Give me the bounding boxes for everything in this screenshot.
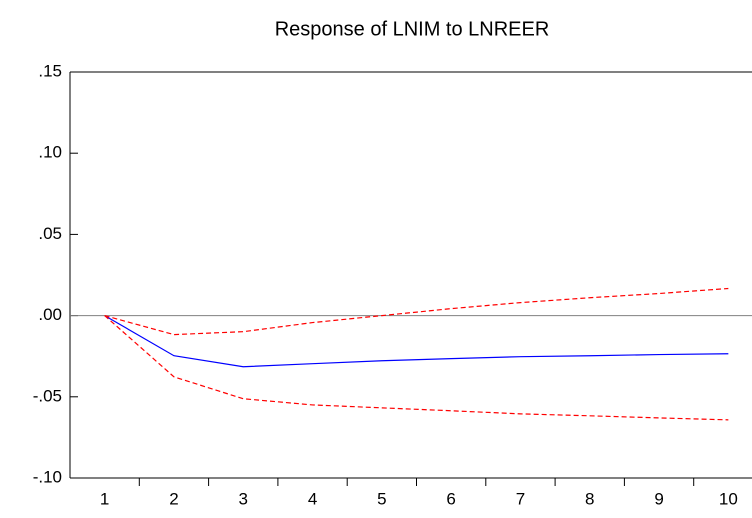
x-tick-label: 6 [446,489,455,508]
y-tick-label: .00 [38,305,62,324]
y-tick-label: -.05 [33,386,62,405]
series-line [104,315,729,421]
y-tick-label: .15 [38,61,62,80]
series-line [104,315,729,368]
x-tick-label: 2 [169,489,178,508]
series-line [104,287,729,336]
x-tick-label: 4 [308,489,317,508]
y-tick-label: .10 [38,143,62,162]
x-tick-label: 8 [585,489,594,508]
x-tick-label: 9 [654,489,663,508]
y-tick-label: .05 [38,224,62,243]
x-tick-label: 3 [239,489,248,508]
chart-title: Response of LNIM to LNREER [275,18,550,40]
x-tick-label: 5 [377,489,386,508]
y-tick-label: -.10 [33,467,62,486]
x-tick-label: 7 [516,489,525,508]
x-tick-label: 10 [719,489,738,508]
x-tick-label: 1 [100,489,109,508]
